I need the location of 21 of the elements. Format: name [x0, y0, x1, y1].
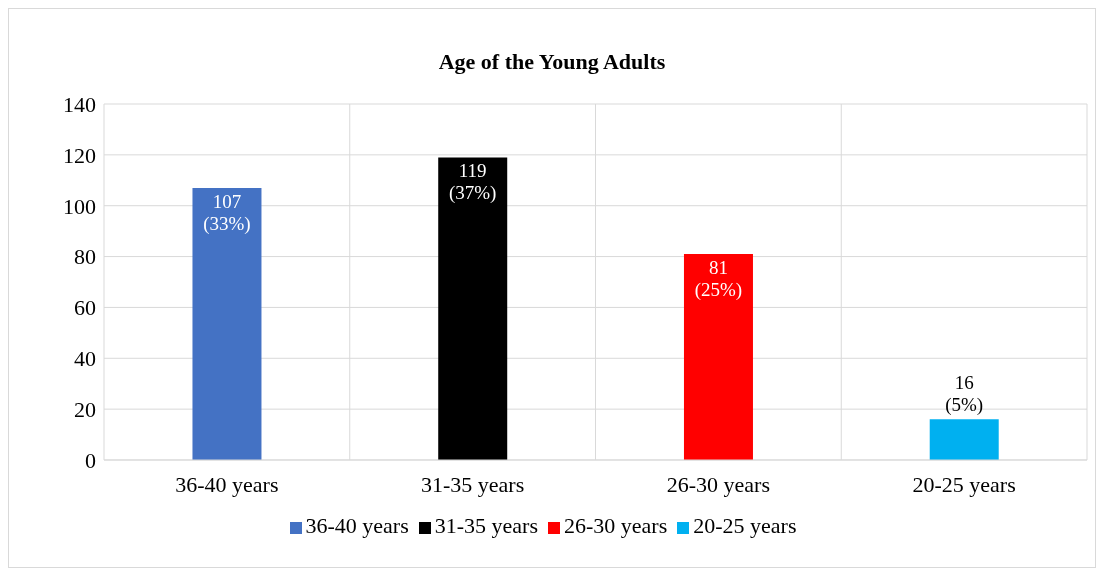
y-tick-label: 140	[63, 91, 96, 117]
legend-label: 31-35 years	[434, 513, 538, 538]
data-label: 16 (5%)	[945, 372, 984, 417]
y-tick-label: 80	[74, 244, 96, 270]
x-tick-label: 36-40 years	[175, 471, 279, 497]
y-tick-label: 0	[85, 447, 96, 473]
x-tick-label: 26-30 years	[666, 471, 770, 497]
chart-title: Age of the Young Adults	[437, 49, 667, 75]
data-label: 119 (37%)	[448, 160, 497, 205]
y-tick-label: 20	[74, 396, 96, 422]
y-tick-label: 40	[74, 346, 96, 372]
x-tick-label: 20-25 years	[912, 471, 1016, 497]
legend-label: 26-30 years	[564, 513, 668, 538]
legend-label: 36-40 years	[305, 513, 409, 538]
y-tick-label: 100	[63, 193, 96, 219]
x-tick-label: 31-35 years	[421, 471, 525, 497]
y-tick-label: 120	[63, 142, 96, 168]
legend-label: 20-25 years	[693, 513, 797, 538]
data-label: 81 (25%)	[694, 257, 743, 302]
data-label: 107 (33%)	[203, 190, 251, 235]
y-tick-label: 60	[74, 295, 96, 321]
